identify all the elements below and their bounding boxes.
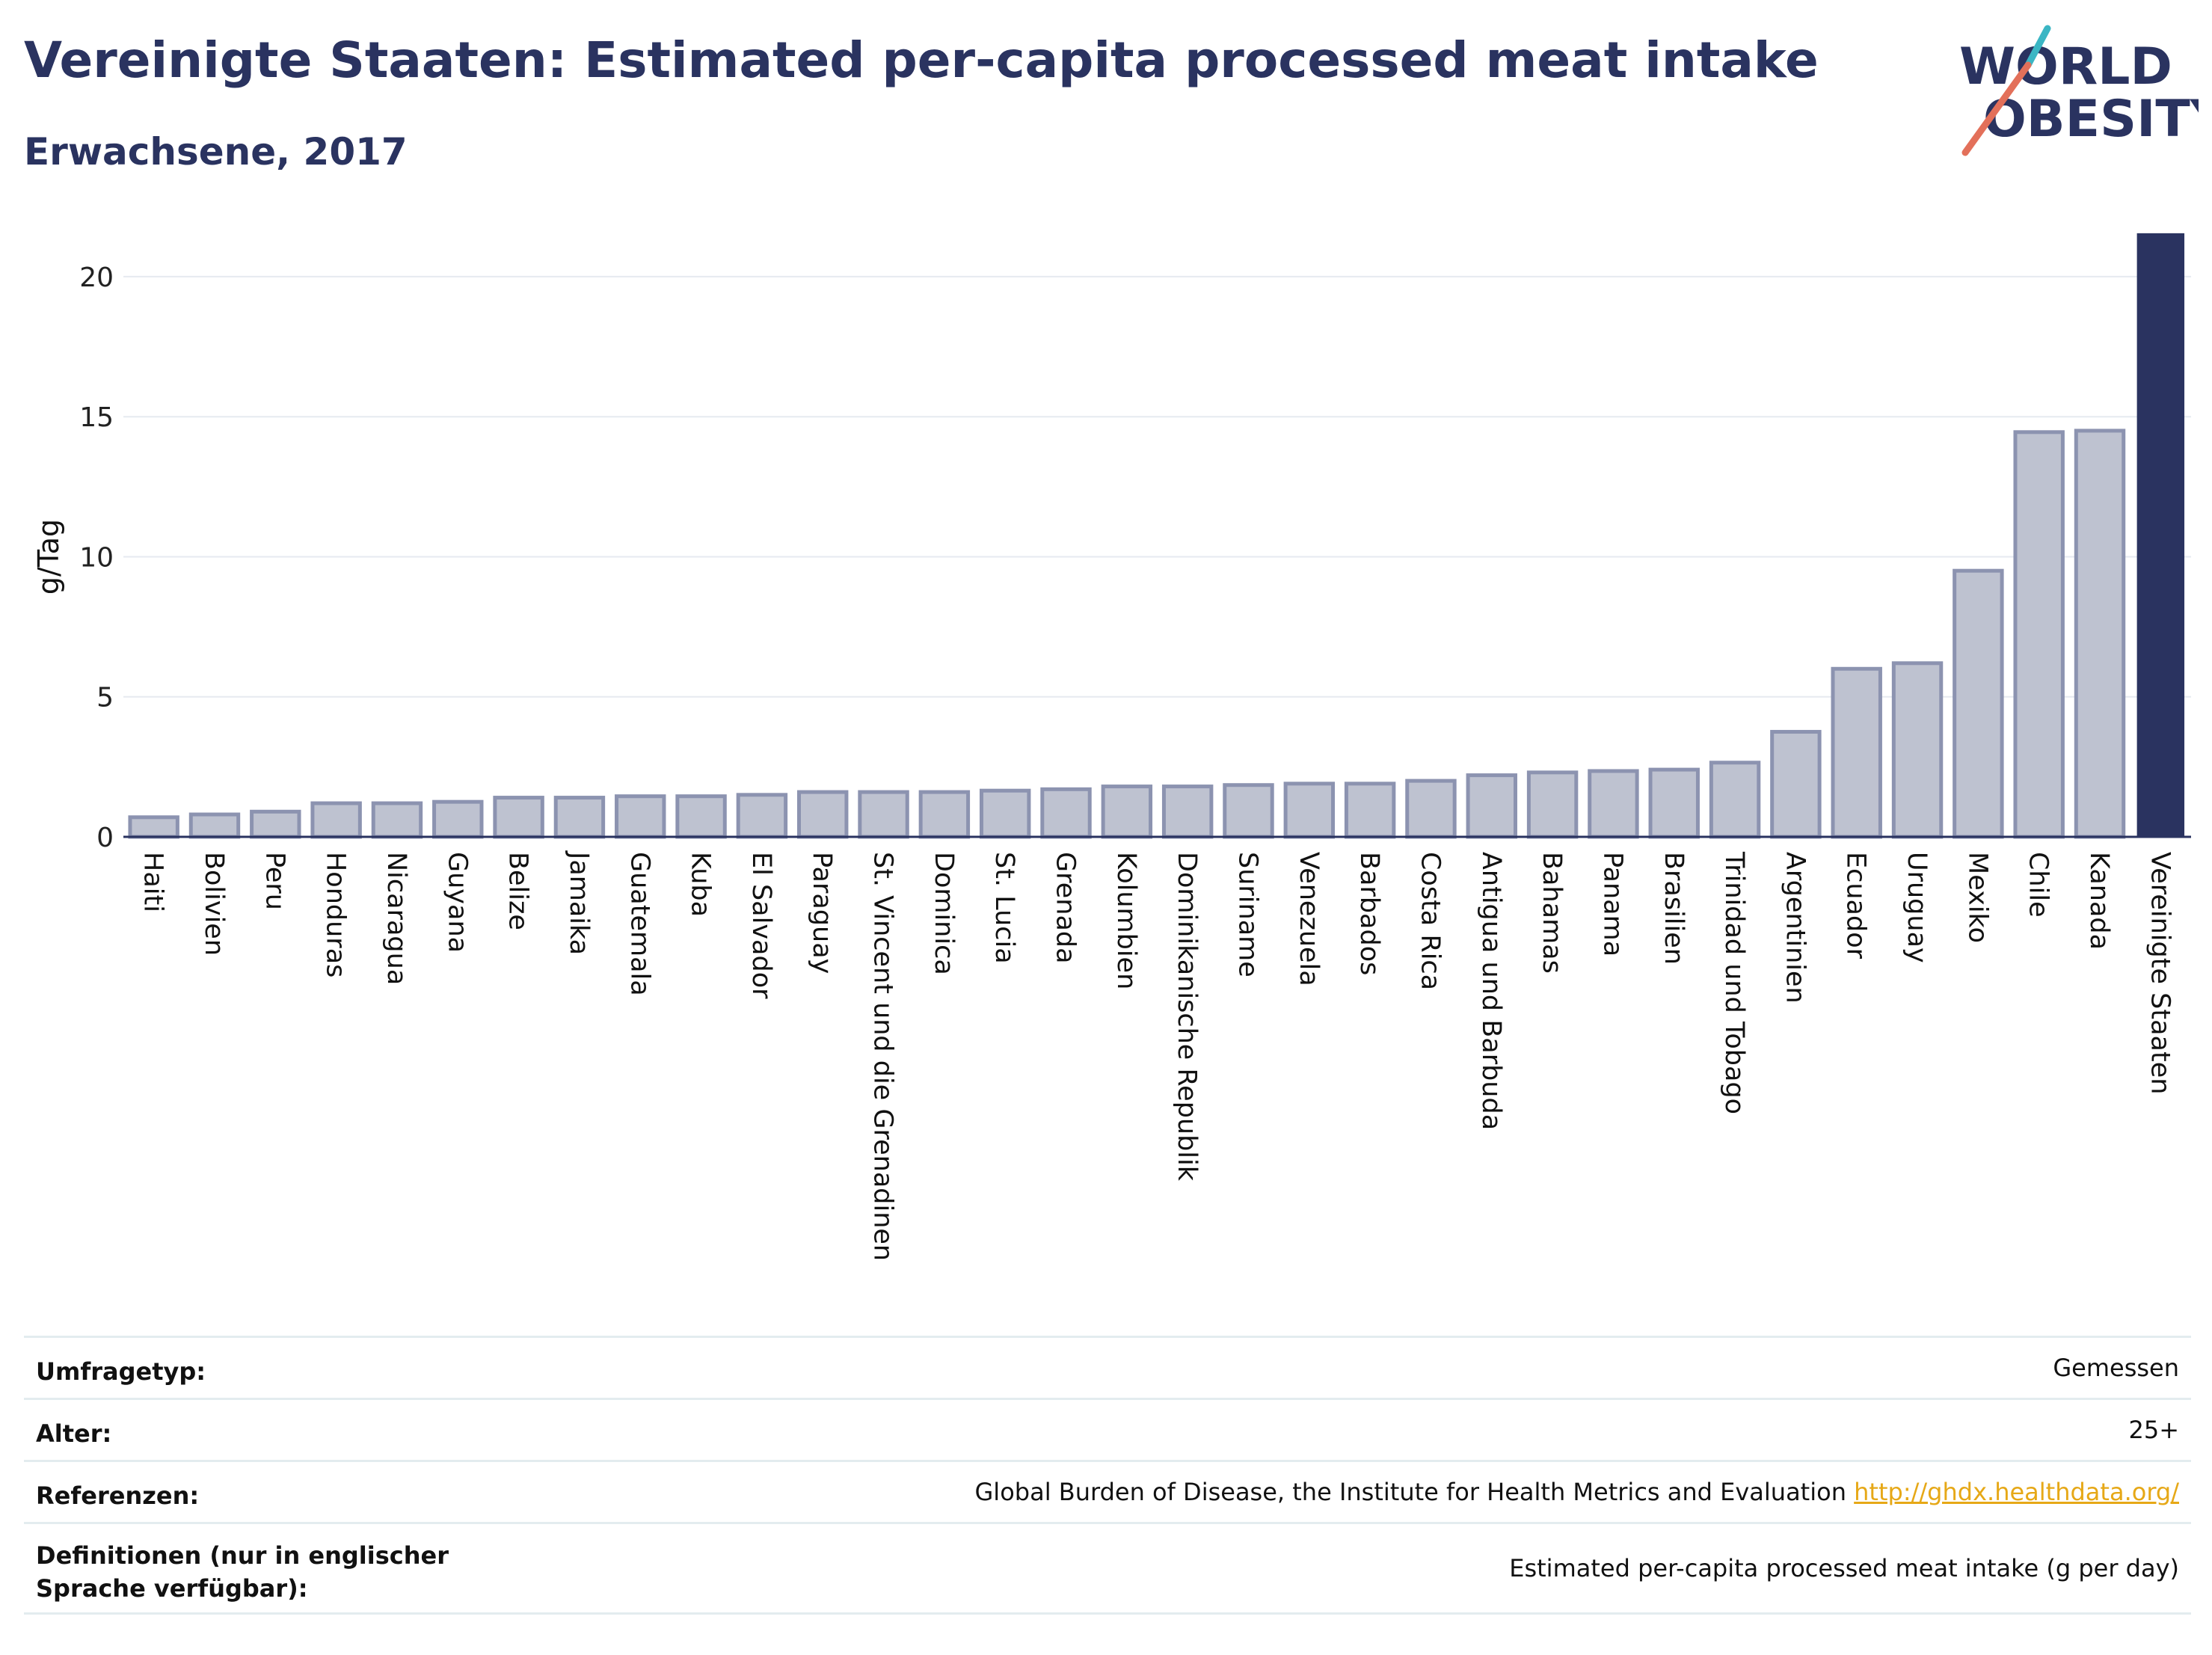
bar-honduras <box>310 801 362 839</box>
x-tick-label: Bolivien <box>199 852 229 956</box>
x-tick-label: Guyana <box>442 852 472 953</box>
chart-area: 0 5 10 15 20 g/Tag Haiti Bolivien Peru Honduras Ni… <box>0 217 2212 1309</box>
bar-costa-rica <box>1405 779 1457 839</box>
info-table: Umfragetyp: Gemessen Alter: 25+ Referenz… <box>24 1336 2191 1615</box>
bar-chile <box>2013 430 2065 839</box>
x-tick-label: Dominikanische Republik <box>1172 852 1202 1182</box>
info-value: Estimated per-capita processed meat inta… <box>1509 1554 2179 1582</box>
bar-bolivien <box>188 812 241 839</box>
bar-kolumbien <box>1101 784 1153 839</box>
y-tick-label: 5 <box>96 683 114 713</box>
bar-paraguay <box>797 790 849 839</box>
y-axis-title: g/Tag <box>32 519 65 595</box>
bar-panama <box>1588 769 1639 839</box>
bar-dominica <box>918 790 971 839</box>
page-subtitle: Erwachsene, 2017 <box>24 130 408 174</box>
x-tick-label: Ecuador <box>1841 852 1871 959</box>
x-tick-label: St. Lucia <box>989 852 1019 964</box>
x-tick-label: Honduras <box>321 852 351 977</box>
bar-mexiko <box>1953 568 2004 839</box>
y-tick-label: 20 <box>79 262 114 293</box>
info-value: 25+ <box>2128 1416 2179 1444</box>
bar-argentinien <box>1770 730 1822 839</box>
bar-guyana <box>432 799 484 839</box>
x-tick-label: Chile <box>2024 852 2053 918</box>
reference-text: Global Burden of Disease, the Institute … <box>974 1478 1846 1506</box>
info-label: Referenzen: <box>36 1481 200 1510</box>
bar-el-salvador <box>736 793 788 839</box>
bar-barbados <box>1344 782 1396 839</box>
bar-dominikanische-republik <box>1161 784 1214 839</box>
x-tick-label: Uruguay <box>1902 852 1932 963</box>
x-tick-label: Trinidad und Tobago <box>1719 851 1749 1114</box>
bar-kuba <box>675 794 727 839</box>
page-title: Vereinigte Staaten: Estimated per-capita… <box>24 31 1819 89</box>
x-tick-label: Nicaragua <box>381 852 411 985</box>
bar-ecuador <box>1831 666 1882 839</box>
bar-haiti <box>128 815 179 839</box>
x-tick-label: Paraguay <box>807 852 837 974</box>
logo-line1: WORLD <box>1959 37 2172 96</box>
x-tick-label: Brasilien <box>1659 852 1689 965</box>
x-tick-label: Guatemala <box>624 852 654 996</box>
y-tick-label: 0 <box>96 823 114 853</box>
bar-peru <box>250 809 301 839</box>
y-tick-label: 10 <box>79 542 114 573</box>
x-tick-label: Peru <box>259 852 289 910</box>
bar-vereinigte-staaten <box>2136 233 2185 837</box>
bar-trinidad-und-tobago <box>1709 761 1761 839</box>
x-tick-label: Venezuela <box>1294 852 1324 986</box>
bar-belize <box>493 796 544 839</box>
bar-venezuela <box>1283 782 1336 839</box>
reference-link[interactable]: http://ghdx.healthdata.org/ <box>1854 1478 2179 1506</box>
bar-st-lucia <box>979 788 1031 839</box>
x-tick-label: Bahamas <box>1537 852 1567 974</box>
logo-coral-stroke <box>1961 61 2032 156</box>
info-row-survey-type: Umfragetyp: Gemessen <box>24 1336 2191 1398</box>
x-tick-label: Suriname <box>1232 852 1262 977</box>
info-value: Global Burden of Disease, the Institute … <box>975 1478 2180 1506</box>
info-value: Gemessen <box>2053 1354 2179 1382</box>
x-tick-label: Grenada <box>1051 852 1081 964</box>
logo-graphic: WORLD OBESITY <box>1959 25 2199 156</box>
x-tick-label: Jamaika <box>564 850 594 955</box>
bar-jamaika <box>553 796 606 839</box>
x-tick-label: Kolumbien <box>1111 852 1141 989</box>
info-label: Umfragetyp: <box>36 1357 206 1386</box>
x-tick-label: Barbados <box>1354 852 1384 975</box>
bar-antigua-und-barbuda <box>1466 773 1517 839</box>
x-tick-label: Costa Rica <box>1415 852 1445 990</box>
bar-nicaragua <box>371 801 423 839</box>
x-tick-label: Dominica <box>929 852 959 975</box>
x-tick-label: Kuba <box>686 852 716 917</box>
bar-kanada <box>2074 429 2126 839</box>
x-tick-label: Mexiko <box>1962 852 1992 943</box>
bar-st-vincent-und-die-grenadinen <box>858 790 909 839</box>
world-obesity-logo[interactable]: WORLD OBESITY <box>1944 24 2199 159</box>
x-tick-label: El Salvador <box>746 852 776 999</box>
bar-guatemala <box>615 794 666 839</box>
info-row-definitions: Definitionen (nur in englischer Sprache … <box>24 1522 2191 1615</box>
bar-bahamas <box>1526 770 1579 839</box>
x-tick-label: Haiti <box>138 852 168 912</box>
bar-brasilien <box>1648 767 1700 839</box>
bar-chart: 0 5 10 15 20 g/Tag Haiti Bolivien Peru Honduras Ni… <box>32 233 2191 1261</box>
logo-line2: OBESITY <box>1983 90 2199 149</box>
x-tick-label: Antigua und Barbuda <box>1476 852 1506 1130</box>
x-tick-label: Vereinigte Staaten <box>2145 852 2175 1094</box>
bar-uruguay <box>1891 661 1944 839</box>
x-tick-label: Argentinien <box>1780 852 1810 1004</box>
info-row-age: Alter: 25+ <box>24 1398 2191 1460</box>
y-tick-label: 15 <box>79 402 114 433</box>
bar-suriname <box>1223 783 1274 839</box>
x-tick-label: St. Vincent und die Grenadinen <box>868 852 898 1261</box>
info-label: Definitionen (nur in englischer Sprache … <box>36 1541 449 1603</box>
x-tick-label: Panama <box>1597 852 1627 957</box>
info-label: Alter: <box>36 1419 112 1448</box>
x-tick-label: Kanada <box>2084 852 2114 950</box>
bar-grenada <box>1040 787 1092 839</box>
logo-teal-stroke <box>2024 25 2051 69</box>
info-row-references: Referenzen: Global Burden of Disease, th… <box>24 1460 2191 1522</box>
x-tick-label: Belize <box>503 852 533 930</box>
